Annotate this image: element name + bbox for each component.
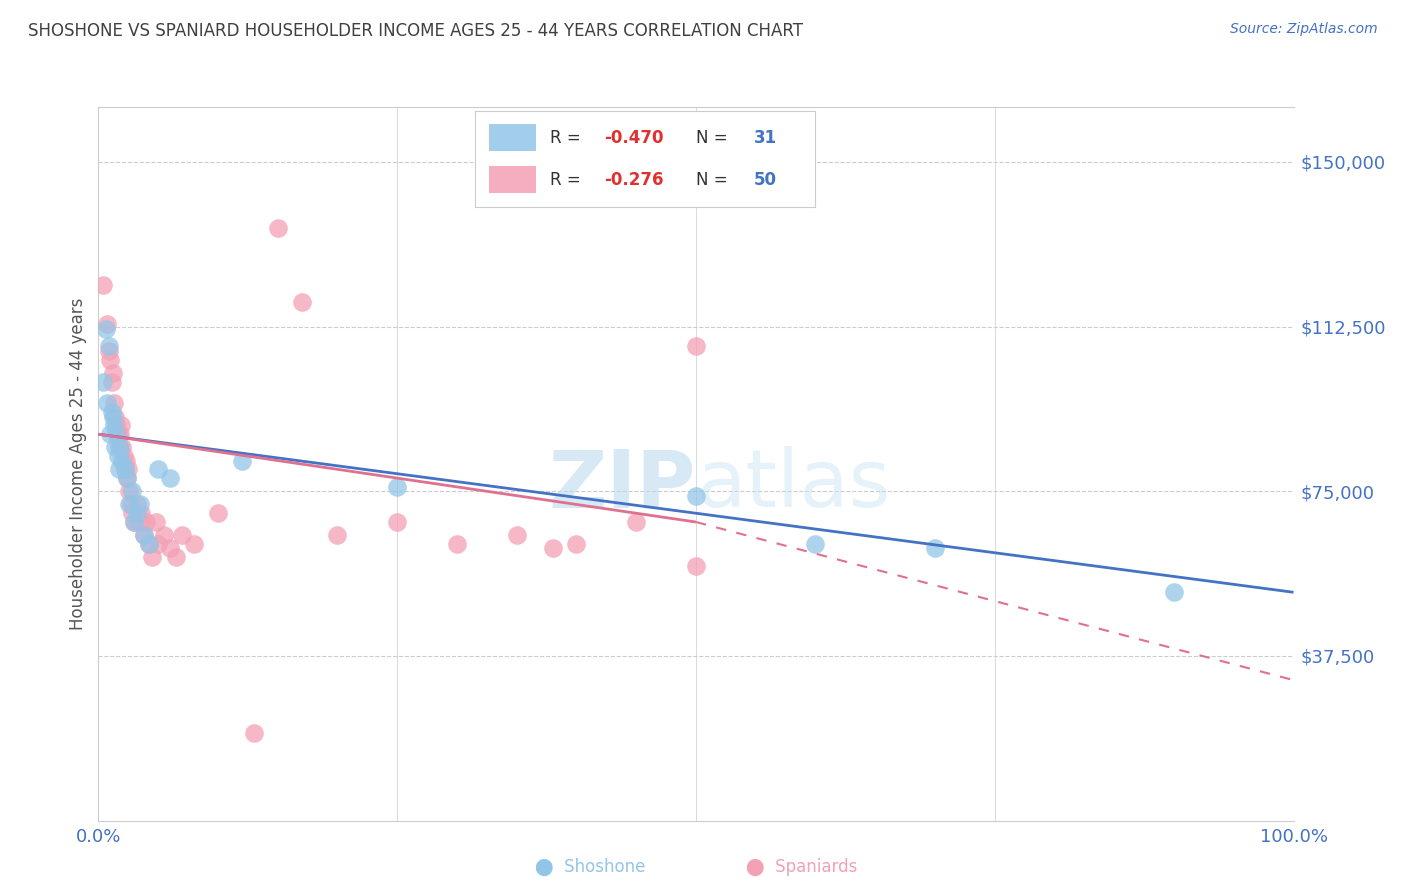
Point [131, 506, 153, 520]
Point [96, 318, 118, 332]
Point [172, 528, 194, 542]
Y-axis label: Householder Income Ages 25 - 44 years: Householder Income Ages 25 - 44 years [69, 298, 87, 630]
Point [267, 220, 290, 235]
Point [291, 295, 314, 310]
Point [148, 537, 170, 551]
Point [541, 541, 564, 556]
Point [118, 498, 141, 512]
Point [98, 343, 121, 358]
Point [626, 515, 648, 529]
Point [101, 366, 124, 380]
Point [120, 498, 142, 512]
Point [108, 441, 131, 455]
Text: ⬤  Spaniards: ⬤ Spaniards [745, 858, 858, 876]
Point [924, 541, 946, 556]
Point [1163, 585, 1185, 599]
Text: 31: 31 [754, 128, 778, 146]
Point [207, 506, 229, 520]
Point [117, 462, 139, 476]
Point [141, 550, 163, 565]
Point [115, 471, 138, 485]
Text: -0.470: -0.470 [605, 128, 664, 146]
Point [124, 515, 146, 529]
Point [132, 528, 155, 542]
Point [125, 506, 148, 520]
Text: 50: 50 [754, 171, 778, 189]
Point [125, 498, 148, 512]
Point [111, 453, 134, 467]
Point [98, 352, 122, 367]
Point [98, 339, 121, 353]
Point [103, 418, 125, 433]
Point [111, 441, 134, 455]
Point [115, 453, 138, 467]
Point [138, 537, 160, 551]
Point [110, 418, 132, 433]
Point [107, 449, 129, 463]
Point [385, 515, 409, 529]
Point [107, 427, 129, 442]
Point [565, 537, 588, 551]
Point [446, 537, 468, 551]
Text: ⬤  Shoshone: ⬤ Shoshone [536, 858, 645, 876]
Point [385, 480, 409, 494]
Point [231, 453, 253, 467]
Point [107, 441, 129, 455]
Point [105, 418, 128, 433]
Point [128, 515, 150, 529]
Point [107, 462, 129, 476]
Point [112, 449, 135, 463]
Point [114, 462, 136, 476]
Point [114, 462, 136, 476]
Point [159, 471, 181, 485]
Text: Source: ZipAtlas.com: Source: ZipAtlas.com [1230, 22, 1378, 37]
Bar [488, 167, 536, 194]
Point [98, 427, 122, 442]
Point [685, 558, 707, 573]
Text: R =: R = [550, 128, 586, 146]
Text: ZIP: ZIP [548, 446, 696, 524]
Point [124, 515, 146, 529]
Point [135, 515, 157, 529]
Text: SHOSHONE VS SPANIARD HOUSEHOLDER INCOME AGES 25 - 44 YEARS CORRELATION CHART: SHOSHONE VS SPANIARD HOUSEHOLDER INCOME … [28, 22, 803, 40]
Point [148, 462, 170, 476]
Text: N =: N = [696, 171, 733, 189]
Point [91, 375, 114, 389]
Point [103, 396, 125, 410]
Point [506, 528, 529, 542]
Point [804, 537, 827, 551]
Point [121, 484, 143, 499]
Point [243, 726, 266, 740]
Point [326, 528, 349, 542]
Point [96, 396, 118, 410]
Point [183, 537, 205, 551]
Point [159, 541, 181, 556]
Point [165, 550, 187, 565]
Point [105, 427, 128, 442]
Point [94, 322, 117, 336]
Text: -0.276: -0.276 [605, 171, 664, 189]
Point [108, 427, 131, 442]
Point [129, 498, 152, 512]
Text: R =: R = [550, 171, 586, 189]
Point [153, 528, 176, 542]
Point [100, 405, 122, 419]
Point [91, 277, 114, 292]
Point [101, 409, 124, 424]
Point [685, 339, 707, 353]
Text: atlas: atlas [696, 446, 890, 524]
Point [100, 375, 122, 389]
Text: N =: N = [696, 128, 733, 146]
Point [115, 471, 138, 485]
Point [138, 537, 160, 551]
Point [685, 489, 707, 503]
Point [104, 409, 127, 424]
Point [118, 484, 141, 499]
Point [145, 515, 167, 529]
Point [121, 506, 143, 520]
Point [104, 441, 127, 455]
Bar [488, 124, 536, 151]
Point [132, 528, 155, 542]
